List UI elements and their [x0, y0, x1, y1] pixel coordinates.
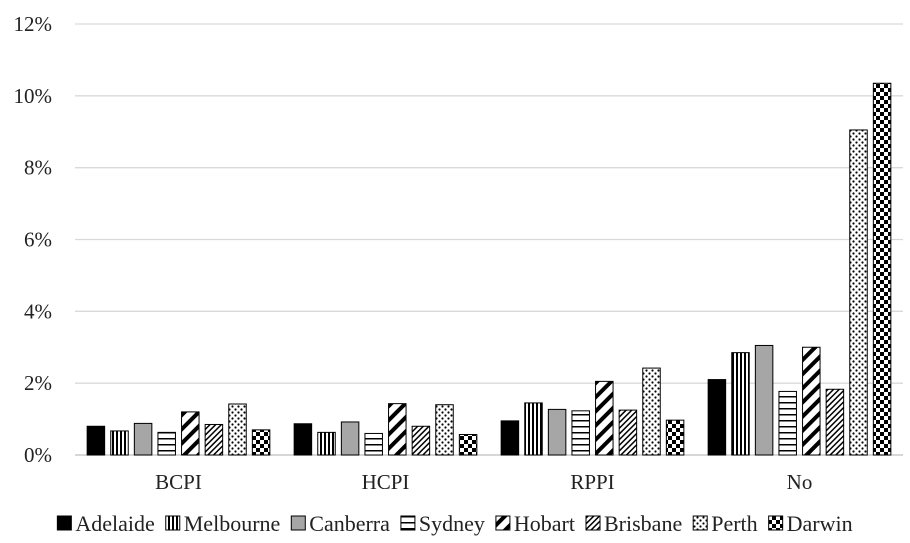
- bar-sydney-bcpi: [157, 431, 176, 456]
- bar-perth-hcpi: [435, 404, 454, 456]
- bar-sydney-hcpi: [364, 432, 383, 456]
- legend-item-hobart: Hobart: [495, 511, 575, 536]
- bar-hobart-rppi: [595, 380, 614, 456]
- bar-darwin-bcpi: [251, 429, 271, 456]
- x-category-label: RPPI: [570, 470, 614, 494]
- x-category-label: BCPI: [155, 470, 202, 494]
- x-axis-category-labels: BCPI HCPI RPPI No: [155, 470, 812, 494]
- legend-item-adelaide: Adelaide: [56, 511, 155, 536]
- legend-item-perth: Perth: [692, 511, 758, 536]
- x-category-label: No: [787, 470, 813, 494]
- bar-canberra-hcpi: [340, 421, 360, 456]
- legend-label: Brisbane: [604, 511, 682, 536]
- legend-swatch: [400, 515, 416, 531]
- legend-label: Canberra: [309, 511, 390, 536]
- bar-melbourne-rppi: [524, 402, 543, 456]
- y-axis-tick-labels: 0% 2% 4% 6% 8% 10% 12%: [14, 12, 53, 467]
- bar-brisbane-no: [825, 388, 845, 456]
- legend-item-darwin: Darwin: [768, 511, 853, 536]
- legend: Adelaide Melbourne Canberra Sydney Hobart Bri…: [56, 511, 853, 536]
- legend-label: Melbourne: [184, 511, 281, 536]
- bar-darwin-hcpi: [458, 434, 478, 456]
- bar-hobart-bcpi: [181, 411, 200, 456]
- legend-swatch: [585, 515, 601, 531]
- y-tick-label: 12%: [14, 12, 53, 36]
- legend-label: Hobart: [514, 511, 575, 536]
- y-tick-label: 6%: [24, 228, 52, 252]
- bars: [86, 82, 892, 456]
- bar-adelaide-rppi: [500, 420, 520, 456]
- bar-perth-no: [849, 129, 868, 456]
- legend-swatch: [768, 515, 784, 531]
- legend-item-brisbane: Brisbane: [585, 511, 682, 536]
- legend-label: Adelaide: [75, 511, 154, 536]
- legend-swatch: [692, 515, 708, 531]
- bar-melbourne-no: [731, 352, 750, 456]
- bar-brisbane-hcpi: [411, 425, 431, 456]
- y-tick-label: 2%: [24, 371, 52, 395]
- bar-melbourne-hcpi: [317, 431, 336, 456]
- gridlines: [75, 23, 903, 456]
- bar-brisbane-rppi: [618, 409, 638, 456]
- bar-sydney-no: [778, 390, 797, 456]
- bar-hobart-no: [802, 346, 821, 456]
- y-tick-label: 0%: [24, 443, 52, 467]
- y-tick-label: 10%: [14, 84, 53, 108]
- bar-canberra-bcpi: [133, 422, 153, 456]
- legend-item-sydney: Sydney: [400, 511, 485, 536]
- bar-darwin-no: [872, 82, 892, 456]
- bar-melbourne-bcpi: [110, 430, 129, 456]
- legend-label: Darwin: [787, 511, 853, 536]
- legend-label: Perth: [711, 511, 757, 536]
- legend-swatch: [56, 515, 72, 531]
- bar-perth-bcpi: [228, 403, 247, 456]
- legend-swatch: [165, 515, 181, 531]
- bar-adelaide-no: [707, 379, 727, 456]
- legend-item-melbourne: Melbourne: [165, 511, 281, 536]
- bar-brisbane-bcpi: [204, 423, 224, 456]
- x-category-label: HCPI: [362, 470, 410, 494]
- bar-hobart-hcpi: [388, 403, 407, 456]
- bar-sydney-rppi: [571, 410, 590, 456]
- y-tick-label: 8%: [24, 156, 52, 180]
- bar-darwin-rppi: [665, 419, 685, 456]
- bar-perth-rppi: [642, 367, 661, 456]
- legend-swatch: [495, 515, 511, 531]
- y-tick-label: 4%: [24, 299, 52, 323]
- legend-swatch: [290, 515, 306, 531]
- bar-adelaide-hcpi: [293, 423, 313, 456]
- legend-item-canberra: Canberra: [290, 511, 390, 536]
- bar-canberra-rppi: [547, 408, 567, 456]
- bar-adelaide-bcpi: [86, 425, 106, 456]
- legend-label: Sydney: [419, 511, 485, 536]
- bar-canberra-no: [754, 344, 774, 456]
